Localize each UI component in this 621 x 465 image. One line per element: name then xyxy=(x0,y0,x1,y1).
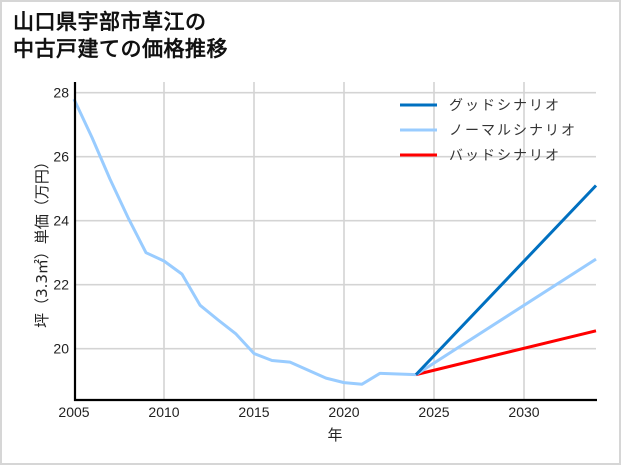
data-series xyxy=(72,98,598,386)
grid-lines xyxy=(75,82,596,400)
legend-label: ノーマルシナリオ xyxy=(449,123,577,139)
chart-title-line-2: 中古戸建ての価格推移 xyxy=(13,37,228,61)
x-tick-label: 2015 xyxy=(238,404,269,420)
y-tick-label: 26 xyxy=(53,149,69,165)
chart-title-line-1: 山口県宇部市草江の xyxy=(13,10,207,34)
y-tick-label: 24 xyxy=(53,213,69,229)
series-line xyxy=(414,184,598,376)
x-tick-label: 2010 xyxy=(148,404,179,420)
tick-labels: 2005 2010 2015 2020 2025 2030 20 22 24 26 28 xyxy=(53,85,539,420)
series-line xyxy=(415,257,597,376)
y-tick-label: 22 xyxy=(53,277,69,293)
x-tick-label: 2005 xyxy=(58,404,89,420)
x-tick-label: 2025 xyxy=(418,404,449,420)
y-tick-label: 20 xyxy=(53,341,69,357)
y-tick-label: 28 xyxy=(53,85,69,101)
chart-title: 山口県宇部市草江の 中古戸建ての価格推移 xyxy=(13,9,228,63)
series-line xyxy=(72,98,417,386)
series-line xyxy=(415,329,597,377)
axes xyxy=(73,82,597,402)
x-tick-label: 2020 xyxy=(328,404,359,420)
x-tick-label: 2030 xyxy=(508,404,539,420)
x-axis-label: 年 xyxy=(327,426,342,444)
legend-label: バッドシナリオ xyxy=(449,148,561,164)
y-axis-label: 坪（3.3㎡）単価（万円） xyxy=(33,154,51,328)
legend-label: グッドシナリオ xyxy=(449,98,561,114)
